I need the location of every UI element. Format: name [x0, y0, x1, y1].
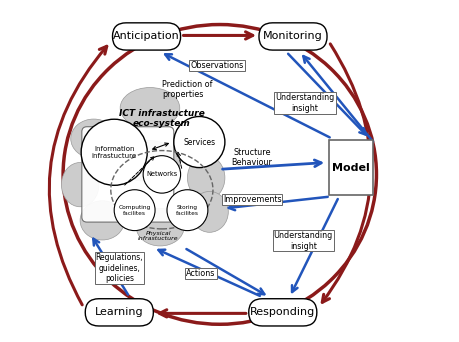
Text: Services: Services — [183, 137, 215, 147]
Ellipse shape — [120, 88, 179, 129]
Text: Actions: Actions — [186, 269, 215, 278]
FancyBboxPatch shape — [258, 23, 326, 50]
Ellipse shape — [71, 119, 117, 158]
Text: Improvements: Improvements — [222, 195, 281, 205]
FancyBboxPatch shape — [248, 299, 316, 326]
Text: Storing
facilites: Storing facilites — [175, 205, 198, 215]
Circle shape — [174, 117, 224, 168]
Circle shape — [114, 190, 155, 231]
Circle shape — [81, 119, 147, 185]
Text: Prediction of
properties: Prediction of properties — [162, 80, 212, 99]
Text: Structure
Behaviour: Structure Behaviour — [231, 148, 272, 167]
Ellipse shape — [187, 156, 224, 200]
Circle shape — [143, 156, 180, 193]
FancyBboxPatch shape — [112, 23, 180, 50]
FancyBboxPatch shape — [328, 140, 372, 195]
FancyBboxPatch shape — [85, 299, 153, 326]
Ellipse shape — [112, 140, 180, 181]
Text: ICT infrastucture
eco-system: ICT infrastucture eco-system — [119, 108, 204, 128]
Text: Observations: Observations — [190, 61, 243, 70]
Text: Networks: Networks — [146, 171, 177, 177]
Text: Anticipation: Anticipation — [113, 31, 179, 41]
Text: Understanding
insight: Understanding insight — [273, 231, 332, 251]
Text: Understanding
insight: Understanding insight — [274, 93, 334, 113]
Text: Computing
facilites: Computing facilites — [118, 205, 151, 215]
Ellipse shape — [136, 209, 184, 246]
Text: Regulations,
guidelines,
policies: Regulations, guidelines, policies — [95, 253, 143, 283]
Ellipse shape — [174, 125, 218, 162]
Text: Responding: Responding — [250, 307, 315, 317]
Text: Learning: Learning — [95, 307, 143, 317]
Text: Physical
infrastucture: Physical infrastucture — [138, 231, 179, 241]
Text: Information
infrastucture: Information infrastucture — [91, 146, 136, 159]
Ellipse shape — [190, 192, 228, 232]
Text: Monitoring: Monitoring — [263, 31, 322, 41]
FancyBboxPatch shape — [82, 127, 174, 222]
Text: Model: Model — [331, 162, 369, 173]
Circle shape — [167, 190, 207, 231]
Ellipse shape — [80, 201, 124, 240]
Ellipse shape — [61, 162, 99, 207]
